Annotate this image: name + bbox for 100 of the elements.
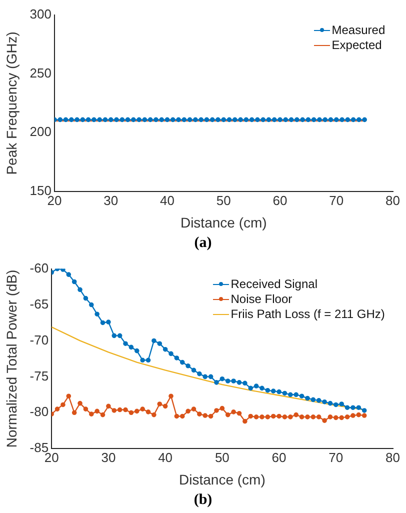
point xyxy=(72,410,77,416)
x-tick-label: 40 xyxy=(160,192,174,208)
point xyxy=(270,414,276,419)
point xyxy=(140,406,145,412)
point xyxy=(276,414,282,419)
point xyxy=(152,338,156,344)
x-tick-label: 70 xyxy=(328,450,344,465)
point xyxy=(214,408,219,413)
point xyxy=(344,414,350,420)
point xyxy=(322,418,327,423)
point xyxy=(288,392,293,398)
x-tick-label: 50 xyxy=(214,450,230,465)
point xyxy=(123,341,128,346)
point xyxy=(186,408,190,414)
point xyxy=(83,406,88,412)
point xyxy=(146,358,151,363)
point xyxy=(225,378,230,384)
x-tick-label: 30 xyxy=(104,192,118,208)
x-tick-label: 80 xyxy=(386,192,400,208)
point xyxy=(294,412,298,418)
point xyxy=(310,397,316,402)
point xyxy=(128,344,134,350)
point xyxy=(157,402,162,406)
point xyxy=(214,380,219,385)
point xyxy=(334,415,338,420)
point xyxy=(168,351,174,356)
point xyxy=(112,333,117,338)
point xyxy=(186,363,190,368)
legend-label: Friis Path Loss (f = 211 GHz) xyxy=(230,306,385,322)
point xyxy=(334,402,338,408)
point xyxy=(191,368,196,373)
point xyxy=(78,400,82,406)
point xyxy=(168,394,174,398)
point xyxy=(202,413,208,418)
point xyxy=(146,410,151,414)
point xyxy=(339,415,344,420)
point xyxy=(94,312,100,317)
point xyxy=(54,406,60,412)
point xyxy=(294,392,298,398)
x-tick-label: 60 xyxy=(272,192,288,208)
point xyxy=(328,400,333,406)
point xyxy=(350,413,356,418)
point xyxy=(236,380,242,385)
point xyxy=(174,414,180,419)
legend-label: Expected xyxy=(332,38,382,53)
point xyxy=(328,414,333,420)
legend-label: Received Signal xyxy=(230,276,318,292)
x-tick-label: 80 xyxy=(386,450,400,465)
point xyxy=(180,414,185,419)
point xyxy=(117,407,122,412)
y-tick-label: 250 xyxy=(30,65,52,80)
y-tick-label: 200 xyxy=(30,124,52,140)
point xyxy=(180,360,185,365)
point xyxy=(350,405,356,410)
point xyxy=(225,412,230,418)
point xyxy=(260,414,264,420)
legend-label: Measured xyxy=(332,22,386,38)
point xyxy=(66,272,72,277)
point xyxy=(231,378,236,384)
point xyxy=(162,404,168,409)
y-tick-label: -60 xyxy=(30,260,49,276)
point xyxy=(88,302,94,308)
point xyxy=(299,394,304,398)
point xyxy=(157,341,162,346)
y-axis-title: Normalized Total Power (dB) xyxy=(3,270,20,448)
point xyxy=(88,412,94,416)
point xyxy=(83,296,88,301)
point xyxy=(260,386,264,391)
point xyxy=(310,414,316,420)
point xyxy=(248,414,254,419)
point xyxy=(282,390,288,396)
x-tick-label: 70 xyxy=(329,192,344,208)
point xyxy=(94,408,100,414)
y-tick-label: -65 xyxy=(30,296,49,312)
point xyxy=(270,388,276,394)
point xyxy=(236,410,242,416)
y-tick-label: 300 xyxy=(30,6,52,22)
point xyxy=(202,374,208,380)
point xyxy=(100,320,106,326)
point xyxy=(60,402,66,408)
point xyxy=(322,399,327,404)
point xyxy=(106,404,111,409)
point xyxy=(134,348,140,354)
text: (a) xyxy=(193,234,213,253)
point xyxy=(174,356,180,360)
point xyxy=(162,346,168,352)
point xyxy=(197,412,202,416)
point xyxy=(344,405,350,410)
point xyxy=(60,268,66,272)
point xyxy=(339,402,344,406)
point xyxy=(100,412,106,418)
point xyxy=(117,333,122,338)
point xyxy=(66,394,72,398)
point xyxy=(112,408,117,413)
point xyxy=(106,320,111,324)
y-tick-label: -75 xyxy=(30,368,49,384)
point xyxy=(152,412,156,418)
legend-label: Noise Floor xyxy=(230,292,292,307)
y-tick-label: -80 xyxy=(30,404,49,420)
x-tick-label: 50 xyxy=(216,192,231,208)
